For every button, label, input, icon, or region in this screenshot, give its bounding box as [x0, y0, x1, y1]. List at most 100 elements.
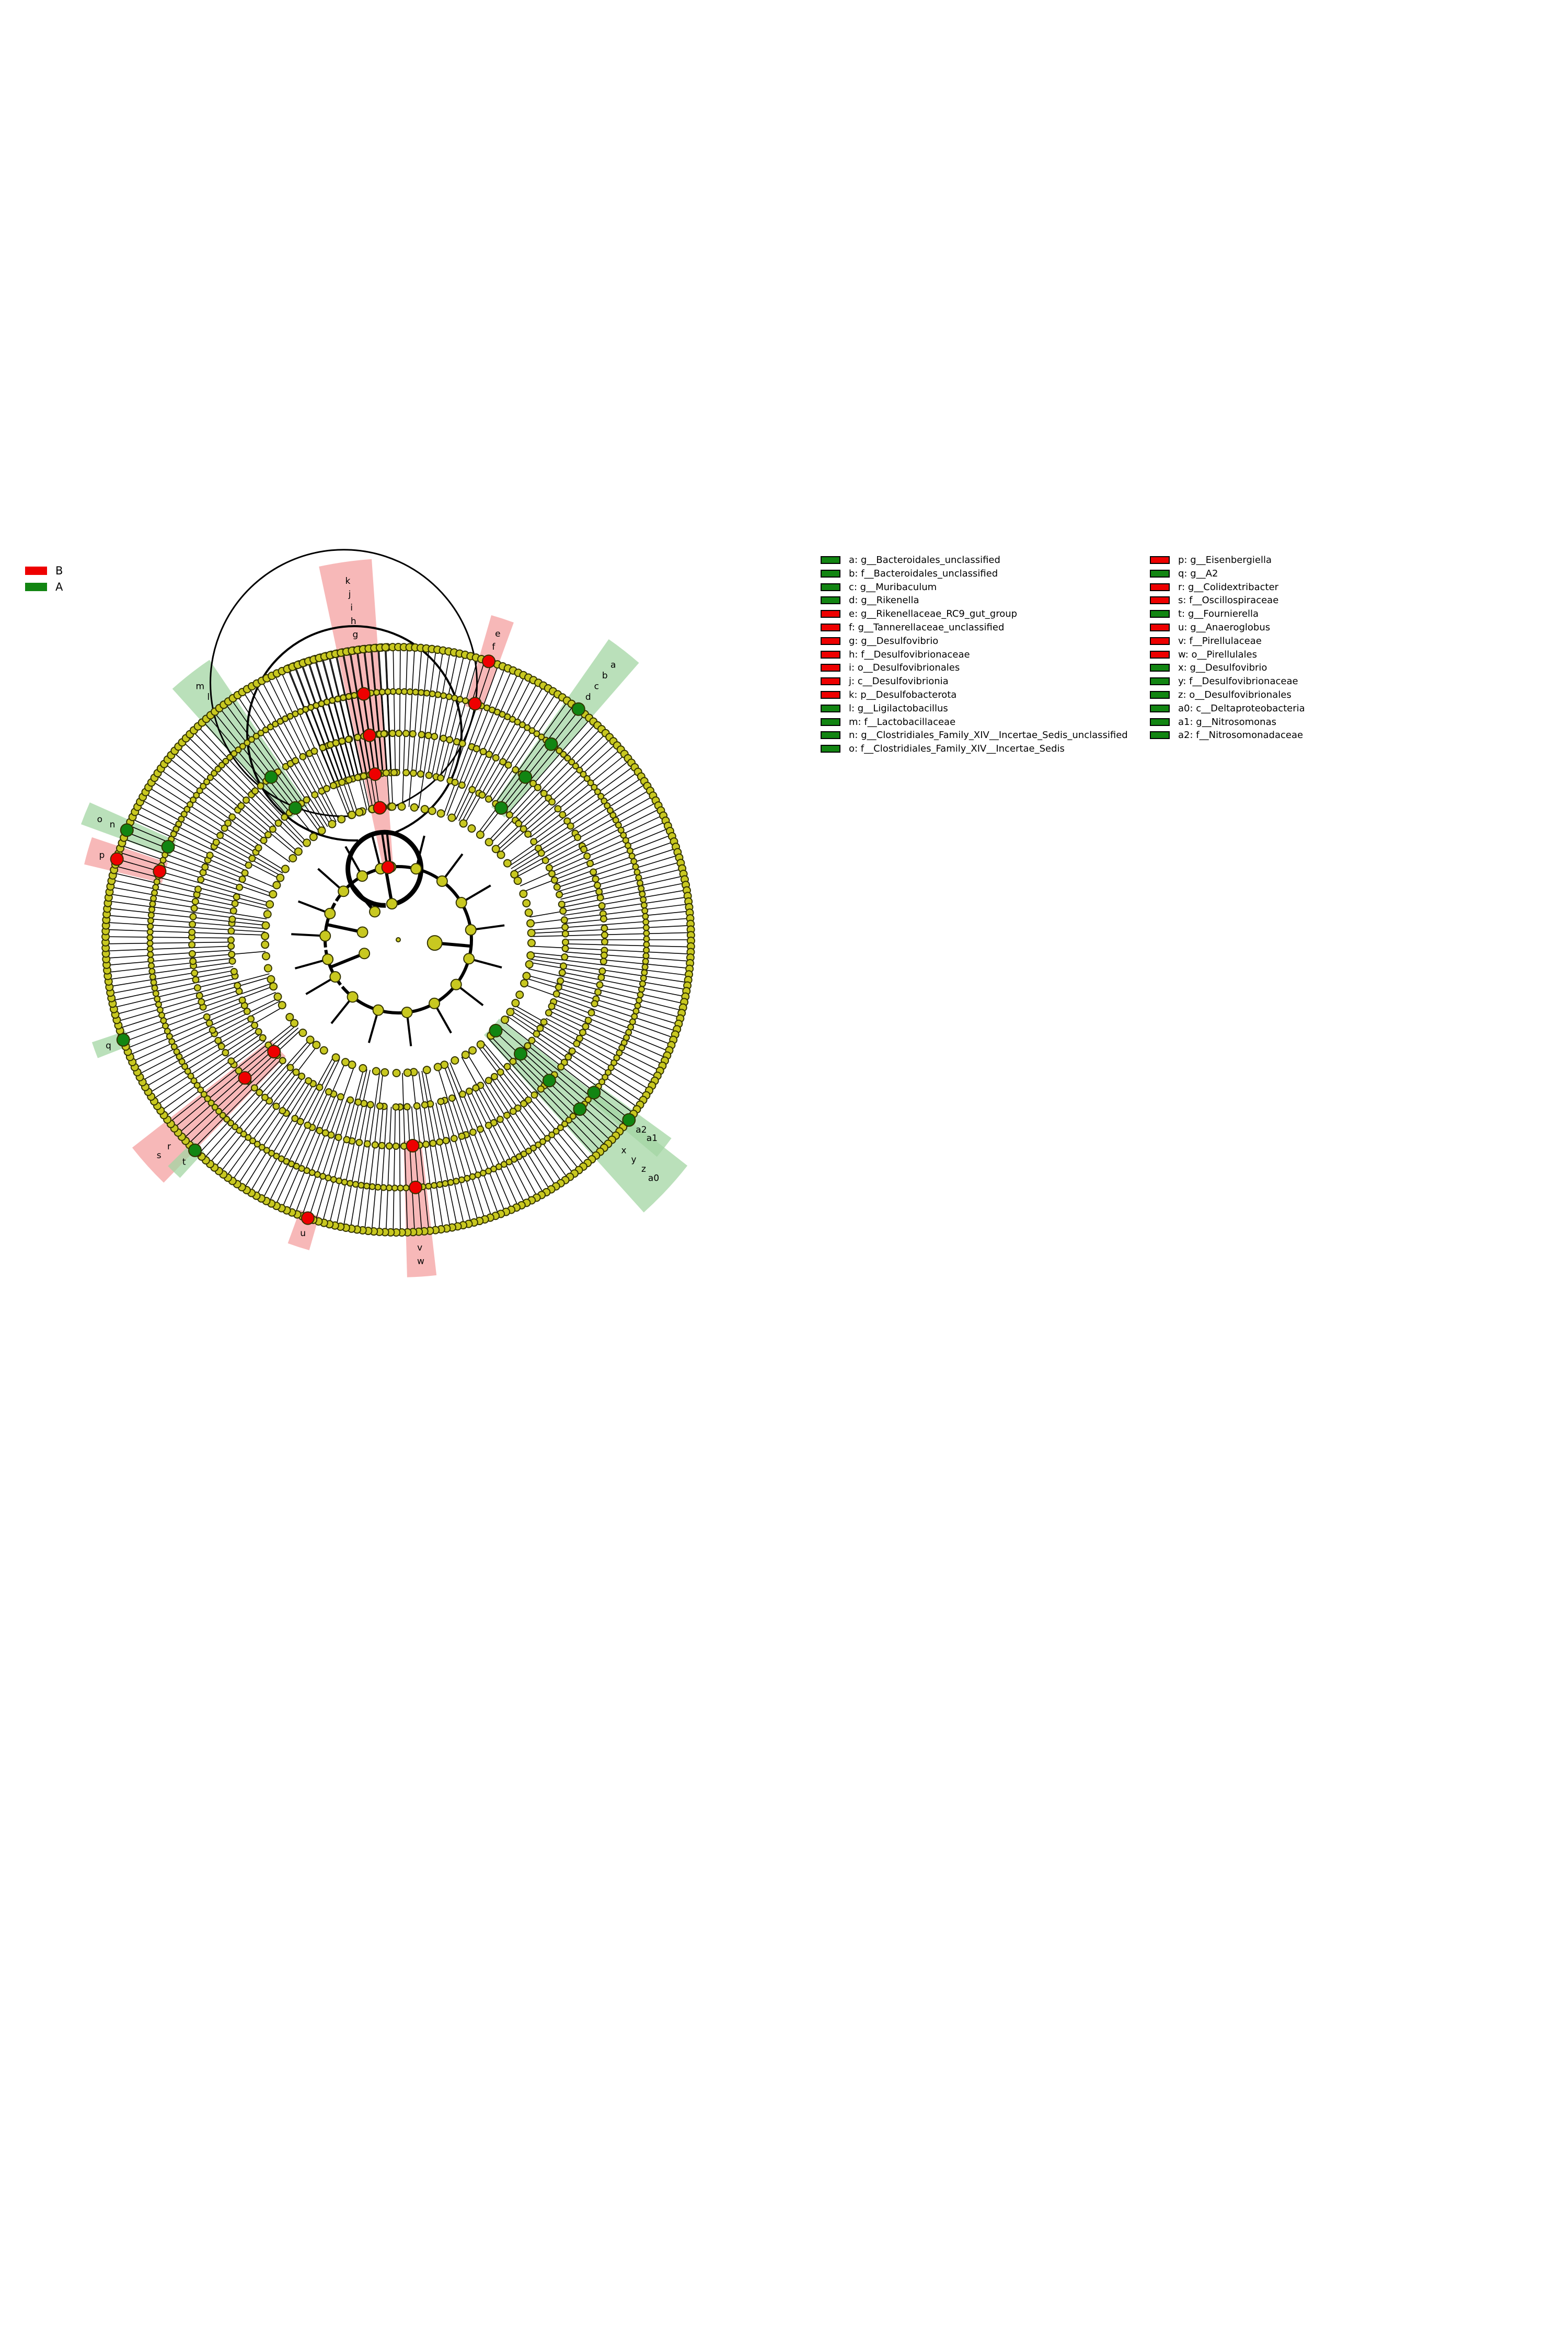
branch-edge — [494, 1076, 569, 1179]
taxon-node — [447, 813, 456, 822]
branch-edge — [110, 970, 234, 994]
taxon-node — [561, 1120, 568, 1127]
taxon-node — [594, 881, 602, 889]
taxon-node — [490, 1073, 498, 1080]
branch-edge — [399, 647, 401, 773]
branch-edge — [490, 728, 602, 844]
taxon-node — [622, 1113, 636, 1127]
taxon-node — [580, 846, 588, 854]
branch-edge — [164, 763, 265, 840]
taxon-node — [499, 758, 507, 766]
taxon-node — [191, 969, 199, 977]
taxon-node — [497, 850, 505, 859]
taxon-node — [388, 730, 396, 737]
taxon-node — [368, 767, 382, 781]
branch-edge — [288, 1094, 336, 1212]
taxon-node — [332, 739, 340, 747]
taxon-node — [422, 1066, 431, 1075]
branch-edge — [249, 687, 331, 825]
taxon-node — [564, 1053, 572, 1061]
taxon-node — [450, 978, 462, 990]
branch-edge — [474, 1088, 532, 1201]
branch-edge — [552, 827, 670, 877]
taxon-node — [334, 695, 341, 702]
taxon-node — [180, 811, 188, 818]
taxon-node — [229, 907, 237, 915]
branch-edge — [393, 1106, 396, 1232]
taxon-node — [582, 1022, 590, 1030]
taxon-node — [409, 769, 417, 777]
taxon-node — [150, 895, 157, 902]
taxon-node — [233, 893, 240, 901]
taxon-node — [641, 969, 648, 976]
taxon-node — [193, 791, 200, 799]
branch-edge — [497, 743, 616, 851]
taxon-node — [331, 1053, 340, 1062]
taxon-node — [235, 746, 242, 754]
taxon-node — [429, 690, 436, 698]
branch-edge — [208, 717, 291, 813]
branch-edge — [295, 665, 340, 783]
taxon-node — [183, 805, 191, 813]
taxon-node — [161, 840, 175, 854]
taxon-node — [565, 1116, 572, 1124]
taxon-node — [335, 1134, 342, 1142]
taxon-node — [200, 782, 207, 790]
branch-edge — [562, 972, 686, 997]
class-arc — [341, 864, 473, 1014]
taxon-node — [232, 1123, 239, 1131]
taxon-node — [386, 1184, 393, 1192]
taxon-node — [594, 788, 601, 795]
taxon-node — [360, 772, 367, 780]
taxon-node — [338, 885, 350, 897]
branch-edge — [135, 998, 279, 1069]
branch-edge — [463, 670, 512, 786]
taxon-node — [528, 727, 536, 734]
branch-edge — [399, 1106, 401, 1232]
taxon-node — [554, 805, 562, 813]
taxon-node — [395, 730, 402, 737]
taxon-node — [579, 1029, 586, 1036]
taxon-node — [311, 791, 319, 799]
taxon-node — [467, 824, 476, 833]
branch-edge — [106, 929, 266, 936]
clade-marker-label: i — [350, 603, 353, 613]
branch-edge — [213, 712, 315, 837]
branch-edge — [335, 653, 371, 810]
branch-edge — [178, 1028, 299, 1134]
branch-edge — [214, 1069, 294, 1168]
taxon-node — [189, 913, 197, 920]
branch-edge — [174, 1025, 297, 1128]
taxon-node — [188, 928, 196, 936]
branch-edge — [269, 1059, 340, 1203]
taxon-node — [278, 1155, 285, 1162]
taxon-node — [294, 847, 303, 856]
taxon-node — [192, 976, 200, 984]
taxon-node — [458, 781, 466, 789]
branch-edge — [480, 1044, 580, 1170]
branch-edge — [546, 1018, 657, 1078]
branch-edge — [549, 814, 664, 869]
branch-edge — [488, 693, 557, 799]
taxon-node — [324, 907, 336, 919]
taxon-node — [150, 979, 157, 986]
taxon-node — [328, 820, 337, 828]
clade-marker-label: y — [631, 1155, 636, 1165]
branch-edge — [443, 1100, 479, 1222]
branch-edge — [531, 946, 691, 955]
branch-edge — [549, 1010, 664, 1065]
taxon-node — [289, 854, 297, 862]
branch-edge — [108, 962, 233, 980]
clade-label: s: f__Oscillospiraceae — [1178, 595, 1279, 606]
branch-edge — [255, 684, 334, 824]
clade-highlight-sector — [483, 1018, 688, 1213]
taxon-node — [425, 1182, 432, 1190]
taxon-node — [351, 692, 358, 699]
taxon-node — [505, 811, 513, 819]
branch-edge — [301, 663, 343, 782]
branch-edge — [193, 1059, 282, 1149]
taxon-node — [262, 727, 269, 734]
branch-edge — [452, 672, 519, 818]
taxon-node — [261, 931, 270, 940]
taxon-node — [548, 798, 556, 806]
